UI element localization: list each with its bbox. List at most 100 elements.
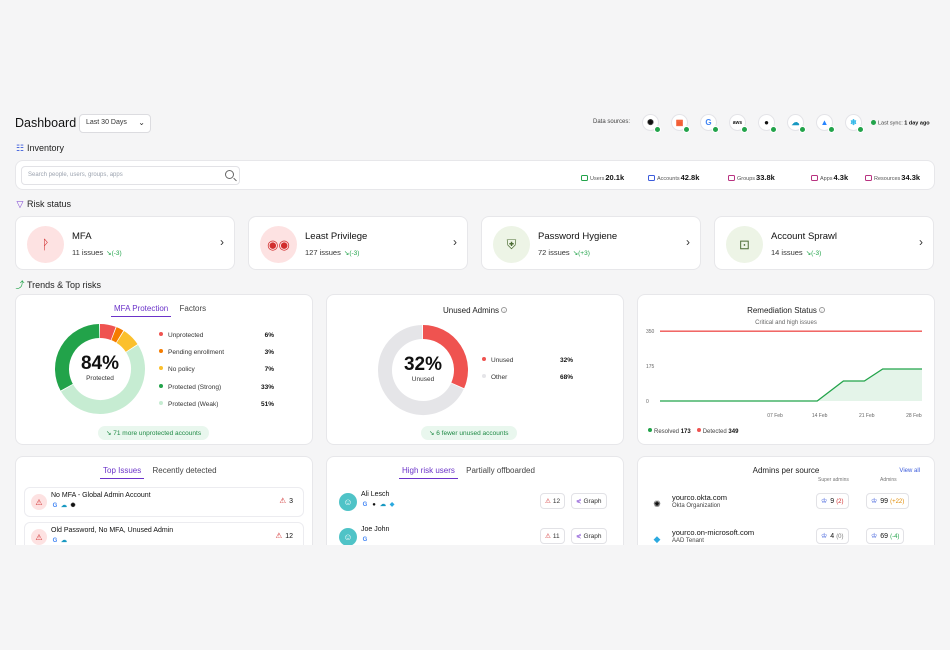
tab-mfa-protection[interactable]: MFA Protection [111, 304, 172, 317]
trend-icon: ⤴ [15, 280, 25, 290]
issue-sources: G ☁ [51, 537, 69, 545]
risk-card-least-privilege[interactable]: ◉◉ Least Privilege 127 issues ↘(-3) › [248, 216, 468, 270]
avatar: ☺ [339, 528, 357, 546]
salesforce-icon[interactable]: ☁ [787, 114, 806, 133]
issue-row[interactable]: ⚠ No MFA - Global Admin Account G ☁ ✺ ⚠ 3 [24, 487, 304, 517]
google-icon: G [362, 537, 368, 543]
issue-sources: G ☁ ✺ [51, 502, 78, 510]
legend-item: Other [482, 374, 507, 381]
risk-status-label: Risk status [27, 199, 72, 209]
admin-source-row[interactable]: ◆ yourco.on-microsoft.com AAD Tenant ♔ 4 (0) ♔… [646, 526, 926, 555]
tab-top-issues[interactable]: Top Issues [100, 466, 145, 479]
stat-groups[interactable]: Groups33.8k [728, 173, 775, 182]
stat-label: Groups [737, 176, 756, 182]
stat-apps[interactable]: Apps4.3k [811, 173, 848, 182]
password-shield-icon: ⛨ [493, 226, 530, 263]
inventory-card: Search people, users, groups, apps Users… [15, 160, 935, 190]
snowflake-icon[interactable]: ❄ [845, 114, 864, 133]
stat-resources[interactable]: Resources34.3k [865, 173, 920, 182]
stat-value: 20.1k [605, 173, 625, 182]
admins-count[interactable]: ♔ 69 (-4) [866, 528, 905, 544]
source-glyph: G [705, 118, 712, 127]
trends-heading: ⤴ Trends & Top risks [15, 278, 101, 291]
okta-icon: ✺ [70, 503, 76, 509]
chevron-right-icon[interactable]: › [453, 235, 457, 249]
issue-count-value: 12 [285, 533, 293, 540]
issue-count: ⚠ 3 [279, 496, 293, 505]
risk-card-mfa[interactable]: ᚹ MFA 11 issues ↘(-3) › [15, 216, 235, 270]
super-admins-count[interactable]: ♔ 9 (2) [816, 493, 849, 509]
stat-label: Resources [874, 176, 901, 182]
risk-issues: 14 issues ↘(-3) [771, 248, 821, 257]
microsoft-icon[interactable]: ▦ [671, 114, 690, 133]
stat-label: Apps [820, 176, 833, 182]
trend-down-icon: ↘ [106, 430, 114, 437]
github-icon[interactable]: ● [758, 114, 777, 133]
graph-button[interactable]: ⋞ Graph [571, 493, 607, 509]
sprawl-icon: ⊡ [726, 226, 763, 263]
user-sources: G ● ☁ ◆ [361, 501, 397, 509]
risk-card-account-sprawl[interactable]: ⊡ Account Sprawl 14 issues ↘(-3) › [714, 216, 934, 270]
page-title: Dashboard [15, 116, 77, 130]
stat-accounts[interactable]: Accounts42.8k [648, 173, 699, 182]
x-tick-label: 28 Feb [906, 413, 922, 419]
user-row[interactable]: ☺ Ali Lesch G ● ☁ ◆ ⚠ 12 ⋞ Graph [335, 487, 615, 517]
trend-icon: ↘ [805, 250, 812, 257]
stat-users[interactable]: Users20.1k [581, 173, 624, 182]
legend-item: No policy [159, 366, 195, 373]
user-name: Ali Lesch [361, 491, 390, 498]
top-issues-panel: Top Issues Recently detected ⚠ No MFA - G… [15, 456, 313, 556]
chevron-right-icon[interactable]: › [220, 235, 224, 249]
legend-dot [159, 400, 163, 405]
trend-icon: ↘ [106, 250, 112, 257]
google-icon[interactable]: G [700, 114, 719, 133]
legend-dot [696, 428, 701, 432]
info-icon[interactable]: i [818, 307, 825, 313]
mfa-center: 84% Protected [68, 353, 132, 382]
risk-trend: ↘(-3) [106, 250, 122, 257]
mfa-footer: 71 more unprotected accounts [113, 430, 202, 437]
tab-partially-offboarded[interactable]: Partially offboarded [466, 466, 535, 475]
risk-card-password-hygiene[interactable]: ⛨ Password Hygiene 72 issues ↘(+3) › [481, 216, 701, 270]
azure-icon: ◆ [389, 502, 395, 508]
okta-icon[interactable]: ✺ [642, 114, 661, 133]
admin-source-row[interactable]: ✺ yourco.okta.com Okta Organization ♔ 9 (2) ♔ 9… [646, 491, 926, 521]
mfa-pct: 84% [80, 353, 120, 374]
top-issues-tabs: Top Issues Recently detected [100, 466, 223, 479]
graph-button[interactable]: ⋞ Graph [571, 528, 607, 544]
user-issue-count[interactable]: ⚠ 12 [540, 493, 566, 509]
view-all-link[interactable]: View all [899, 468, 920, 474]
risk-trend: ↘(+3) [573, 250, 590, 257]
admins-delta: (+22) [890, 499, 905, 505]
admins-count[interactable]: ♔ 99 (+22) [866, 493, 910, 509]
atlassian-icon[interactable]: ▲ [816, 114, 835, 133]
search-input[interactable]: Search people, users, groups, apps [21, 166, 240, 185]
resources-icon [865, 175, 872, 181]
check-icon [741, 126, 748, 133]
aws-icon[interactable]: aws [729, 114, 748, 133]
date-range-select[interactable]: Last 30 Days ⌄ [79, 114, 151, 133]
chevron-right-icon[interactable]: › [919, 235, 923, 249]
check-icon [712, 126, 719, 133]
check-icon [799, 126, 806, 133]
stat-value: 42.8k [680, 173, 700, 182]
tab-factors[interactable]: Factors [179, 304, 207, 313]
source-glyph: ▲ [820, 118, 829, 127]
info-icon[interactable]: i [501, 307, 508, 313]
check-icon [857, 126, 864, 133]
check-icon [828, 126, 835, 133]
super-admins-count[interactable]: ♔ 4 (0) [816, 528, 849, 544]
salesforce-icon: ☁ [380, 502, 386, 508]
legend-item: Unprotected [159, 332, 203, 339]
tab-recently-detected[interactable]: Recently detected [152, 466, 217, 475]
y-tick-label: 175 [646, 364, 655, 370]
legend-value: 7% [264, 366, 274, 374]
unused-footer-pill: ↘ 6 fewer unused accounts [421, 426, 517, 440]
chevron-right-icon[interactable]: › [686, 235, 690, 249]
tab-high-risk-users[interactable]: High risk users [399, 466, 458, 479]
risk-issues-count: 14 issues [771, 248, 803, 257]
unused-admins-title-wrap: Unused Admins i [327, 306, 623, 315]
super-admins-delta: (0) [836, 534, 844, 540]
user-issue-count[interactable]: ⚠ 11 [540, 528, 565, 544]
high-risk-panel: High risk users Partially offboarded ☺ Al… [326, 456, 624, 556]
